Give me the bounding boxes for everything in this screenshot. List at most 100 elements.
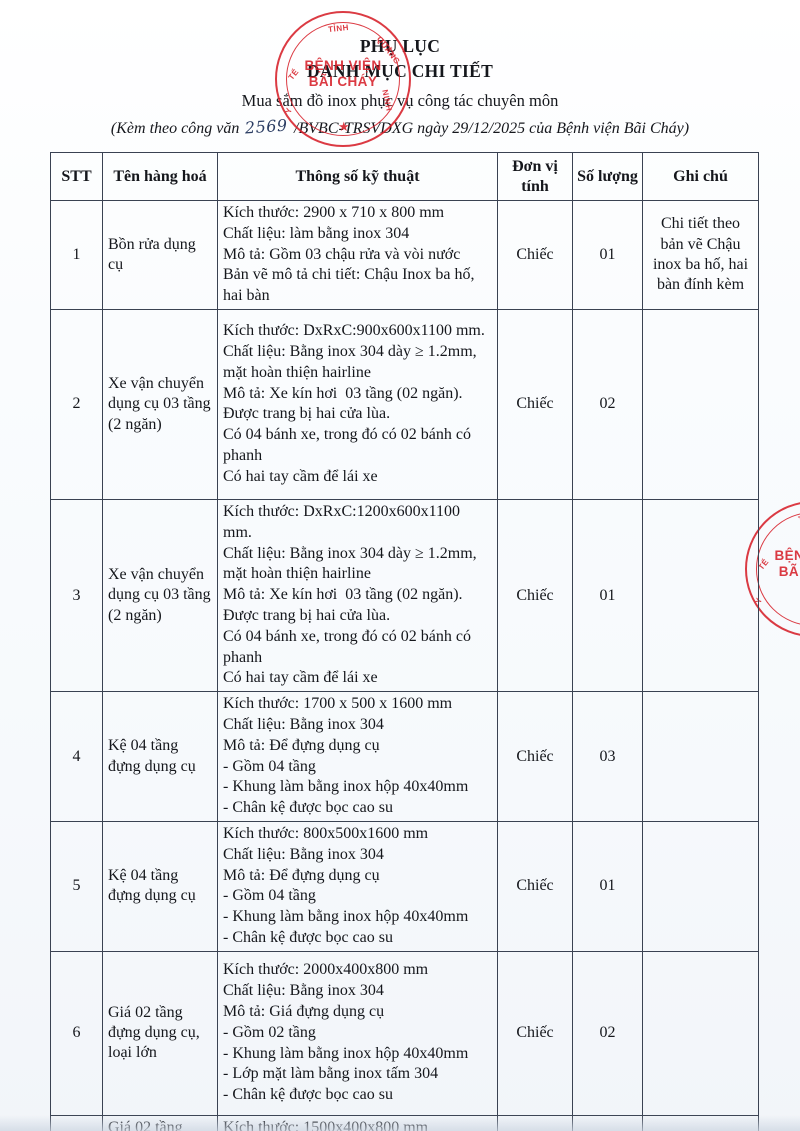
cell-qty: 01 <box>572 200 643 310</box>
cell-note <box>642 1114 759 1131</box>
cell-name: Xe vận chuyển dụng cụ 03 tầng (2 ngăn) <box>102 498 218 693</box>
document-reference-line: (Kèm theo công văn 2569 /BVBC-TRSVDXG ng… <box>0 115 800 140</box>
spec-line: Có hai tay cầm để lái xe <box>223 467 378 485</box>
spec-line: Kích thước: 800x500x1600 mm <box>223 824 429 842</box>
cell-name: Bồn rửa dụng cụ <box>102 200 218 310</box>
spec-line: Kích thước: 2000x400x800 mm <box>223 961 429 979</box>
cell-unit: Chiếc <box>497 498 573 693</box>
table-header-row: STT Tên hàng hoá Thông số kỹ thuật Đơn v… <box>50 152 759 201</box>
cell-stt: 5 <box>50 820 103 952</box>
spec-line: Có 04 bánh xe, trong đó có 02 bánh có ph… <box>223 627 475 666</box>
spec-line: Chất liệu: Bằng inox 304 <box>223 715 384 733</box>
spec-line: Mô tả: Để đựng dụng cụ <box>223 866 380 884</box>
table-row: 4 Kệ 04 tầng đựng dụng cụ Kích thước: 1700… <box>50 691 759 822</box>
cell-unit: Chiếc <box>497 308 573 500</box>
page-title: PHỤ LỤC <box>359 36 441 56</box>
spec-line: - Gồm 04 tầng <box>223 887 316 905</box>
spec-line: Mô tả: Gồm 03 chậu rửa và vòi nước <box>223 245 461 263</box>
cell-note <box>642 498 759 693</box>
items-table-container: STT Tên hàng hoá Thông số kỹ thuật Đơn v… <box>50 152 759 1131</box>
spec-line: Chất liệu: Bằng inox 304 <box>223 845 384 863</box>
cell-stt: 7 <box>50 1114 103 1131</box>
cell-spec: Kích thước: 2900 x 710 x 800 mm Chất liệu… <box>217 200 498 310</box>
spec-line: - Chân kệ được bọc cao su <box>223 928 393 946</box>
spec-line: Chất liệu: làm bằng inox 304 <box>223 224 410 242</box>
spec-line: Chất liệu: Bằng inox 304 dày ≥ 1.2mm, mặ… <box>223 343 481 381</box>
cell-note <box>642 691 759 822</box>
spec-line: - Khung làm bằng inox hộp 40x40mm <box>223 1044 469 1062</box>
reference-number-handwritten: 2569 <box>244 115 289 138</box>
table-row: 6 Giá 02 tầng đựng dụng cụ, loại lớn Kích … <box>50 950 759 1116</box>
spec-line: Kích thước: DxRxC:1200x600x1100 mm. <box>223 502 464 541</box>
document-header: PHỤ LỤC DANH MỤC CHI TIẾT Mua sắm đồ ino… <box>0 0 800 140</box>
reference-suffix: /BVBC-TRSVDXG ngày 29/12/2025 của Bệnh v… <box>294 120 690 138</box>
spec-line: Chất liệu: Bằng inox 304 dày ≥ 1.2mm, mặ… <box>223 544 481 583</box>
column-header-spec: Thông số kỹ thuật <box>217 152 498 201</box>
spec-line: - Khung làm bằng inox hộp 40x40mm <box>223 778 469 796</box>
cell-spec: Kích thước: 2000x400x800 mm Chất liệu: Bằ… <box>217 950 498 1116</box>
cell-stt: 4 <box>50 691 103 822</box>
items-table: STT Tên hàng hoá Thông số kỹ thuật Đơn v… <box>50 152 759 1131</box>
spec-line: Kích thước: DxRxC:900x600x1100 mm. <box>223 322 485 340</box>
cell-spec: Kích thước: DxRxC:1200x600x1100 mm. Chất … <box>217 498 498 693</box>
table-row: 5 Kệ 04 tầng đựng dụng cụ Kích thước: 800x… <box>50 820 759 952</box>
spec-line: - Gồm 02 tầng <box>223 1023 316 1041</box>
spec-line: - Khung làm bằng inox hộp 40x40mm <box>223 908 469 926</box>
cell-note <box>642 308 759 500</box>
cell-name: Giá 02 tầng đựng dụng cụ, loại vừa <box>102 1114 218 1131</box>
cell-name: Kệ 04 tầng đựng dụng cụ <box>102 820 218 952</box>
spec-line: Bản vẽ mô tả chi tiết: Chậu Inox ba hố, … <box>223 266 479 305</box>
cell-qty: 01 <box>572 498 643 693</box>
document-subject: Mua sắm đồ inox phục vụ công tác chuyên … <box>241 90 559 110</box>
column-header-note: Ghi chú <box>642 152 759 201</box>
table-row: 1 Bồn rửa dụng cụ Kích thước: 2900 x 710 x… <box>50 200 759 310</box>
spec-line: Mô tả: Giá đựng dụng cụ <box>223 1003 385 1021</box>
table-row: 3 Xe vận chuyển dụng cụ 03 tầng (2 ngăn) K… <box>50 498 759 693</box>
column-header-qty: Số lượng <box>572 152 643 201</box>
cell-stt: 3 <box>50 498 103 693</box>
spec-line: Mô tả: Xe kín hơi 03 tầng (02 ngăn). Đượ… <box>223 384 467 423</box>
spec-line: Có hai tay cầm để lái xe <box>223 669 378 687</box>
cell-note <box>642 820 759 952</box>
cell-unit: Chiếc <box>497 691 573 822</box>
cell-unit: Chiếc <box>497 820 573 952</box>
cell-name: Kệ 04 tầng đựng dụng cụ <box>102 691 218 822</box>
cell-unit: Chiếc <box>497 200 573 310</box>
cell-qty: 02 <box>572 950 643 1116</box>
cell-stt: 1 <box>50 200 103 310</box>
reference-prefix: (Kèm theo công văn <box>110 120 240 138</box>
cell-name: Giá 02 tầng đựng dụng cụ, loại lớn <box>102 950 218 1116</box>
table-body: 1 Bồn rửa dụng cụ Kích thước: 2900 x 710 x… <box>50 200 759 1131</box>
spec-line: Có 04 bánh xe, trong đó có 02 bánh có ph… <box>223 426 475 465</box>
spec-line: - Gồm 04 tầng <box>223 757 316 775</box>
spec-line: Kích thước: 1500x400x800 mm <box>223 1118 429 1131</box>
cell-stt: 2 <box>50 308 103 500</box>
spec-line: Mô tả: Xe kín hơi 03 tầng (02 ngăn). Đượ… <box>223 586 467 624</box>
table-row: 7Giá 02 tầng đựng dụng cụ, loại vừaKích … <box>50 1114 759 1131</box>
spec-line: Kích thước: 2900 x 710 x 800 mm <box>223 204 445 221</box>
column-header-stt: STT <box>50 152 103 201</box>
cell-qty: 03 <box>572 691 643 822</box>
column-header-name: Tên hàng hoá <box>102 152 218 201</box>
cell-unit: Chiếc <box>497 950 573 1116</box>
cell-unit: Chiếc <box>497 1114 573 1131</box>
page-subtitle-heading: DANH MỤC CHI TIẾT <box>306 60 494 81</box>
cell-qty: 01 <box>572 1114 643 1131</box>
spec-line: - Chân kệ được bọc cao su <box>223 1086 393 1104</box>
spec-line: Kích thước: 1700 x 500 x 1600 mm <box>223 695 453 713</box>
cell-spec: Kích thước: 800x500x1600 mm Chất liệu: Bằ… <box>217 820 498 952</box>
column-header-unit: Đơn vị tính <box>497 152 573 201</box>
spec-line: - Chân kệ được bọc cao su <box>223 799 393 817</box>
cell-spec: Kích thước: DxRxC:900x600x1100 mm. Chất l… <box>217 308 498 500</box>
cell-note <box>642 950 759 1116</box>
spec-line: - Lớp mặt làm bằng inox tấm 304 <box>223 1065 439 1083</box>
cell-name: Xe vận chuyển dụng cụ 03 tầng (2 ngăn) <box>102 308 218 500</box>
table-header: STT Tên hàng hoá Thông số kỹ thuật Đơn v… <box>50 152 759 201</box>
spec-line: Mô tả: Để đựng dụng cụ <box>223 736 380 754</box>
cell-note: Chi tiết theo bản vẽ Chậu inox ba hố, ha… <box>642 200 759 310</box>
cell-spec: Kích thước: 1700 x 500 x 1600 mm Chất liệ… <box>217 691 498 822</box>
spec-line: Chất liệu: Bằng inox 304 <box>223 982 384 1000</box>
cell-stt: 6 <box>50 950 103 1116</box>
